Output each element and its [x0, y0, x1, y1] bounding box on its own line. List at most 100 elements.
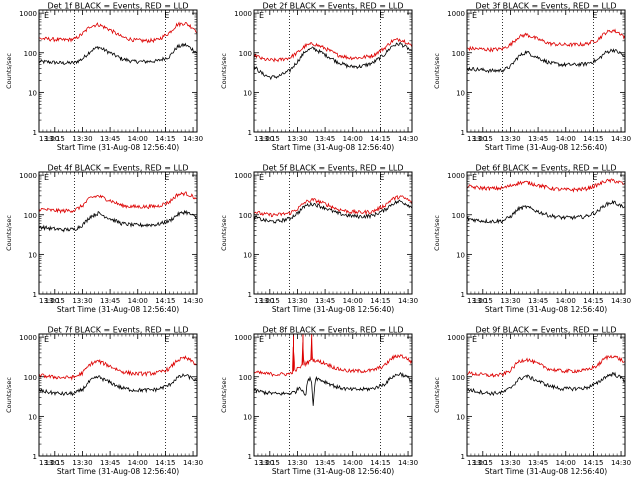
x-tick-label: 14:00	[556, 297, 576, 305]
x-tick-label: 13:00	[467, 135, 487, 143]
y-tick-label: 1	[33, 291, 37, 299]
chart-title: Det 5f BLACK = Events, RED = LLD	[262, 164, 403, 173]
series-line-events	[253, 199, 412, 224]
y-axis-label: Counts/sec	[220, 53, 228, 89]
x-tick-label: 13:30	[500, 459, 520, 467]
y-tick-label: 1	[248, 291, 252, 299]
y-axis-label: Counts/sec	[220, 215, 228, 251]
x-tick-label: 13:45	[315, 297, 335, 305]
event-marker: E	[472, 11, 477, 20]
y-axis-label: Counts/sec	[433, 53, 441, 89]
series-line-lld	[253, 194, 412, 218]
x-tick-label: 14:30	[183, 135, 203, 143]
chart-title: Det 7f BLACK = Events, RED = LLD	[47, 326, 188, 335]
x-tick-label: 13:15	[473, 459, 493, 467]
chart-title: Det 8f BLACK = Events, RED = LLD	[262, 326, 403, 335]
x-tick-label: 13:00	[467, 459, 487, 467]
y-axis-label: Counts/sec	[220, 377, 228, 413]
event-marker: E	[44, 335, 49, 344]
x-tick-label: 13:45	[528, 297, 548, 305]
x-tick-label: 13:45	[315, 135, 335, 143]
event-marker: E	[379, 11, 384, 20]
x-axis-label: Start Time (31-Aug-08 12:56:40)	[57, 467, 179, 476]
chart-title: Det 1f BLACK = Events, RED = LLD	[47, 2, 188, 11]
y-tick-label: 100	[239, 50, 252, 58]
y-tick-label: 1	[248, 129, 252, 137]
x-tick-label: 14:30	[183, 297, 203, 305]
x-axis-label: Start Time (31-Aug-08 12:56:40)	[485, 467, 607, 476]
x-tick-label: 13:30	[500, 135, 520, 143]
event-marker: E	[259, 11, 264, 20]
series-line-events	[253, 372, 412, 406]
y-tick-label: 100	[452, 374, 465, 382]
x-tick-label: 13:30	[287, 297, 307, 305]
x-tick-label: 14:00	[128, 135, 148, 143]
x-tick-label: 13:45	[100, 459, 120, 467]
series-line-events	[467, 199, 625, 225]
y-tick-label: 10	[243, 89, 252, 97]
y-tick-label: 100	[24, 374, 37, 382]
x-tick-label: 14:00	[556, 135, 576, 143]
event-marker: E	[164, 335, 169, 344]
y-tick-label: 100	[239, 212, 252, 220]
x-tick-label: 13:15	[473, 297, 493, 305]
series-line-events	[38, 42, 197, 66]
event-marker: E	[259, 335, 264, 344]
x-axis-label: Start Time (31-Aug-08 12:56:40)	[57, 143, 179, 152]
x-tick-label: 14:15	[583, 297, 603, 305]
y-tick-label: 10	[456, 251, 465, 259]
x-tick-label: 13:15	[45, 297, 65, 305]
x-tick-label: 13:00	[39, 297, 59, 305]
series-line-lld	[466, 178, 625, 193]
chart-title: Det 4f BLACK = Events, RED = LLD	[47, 164, 188, 173]
x-axis-label: Start Time (31-Aug-08 12:56:40)	[57, 305, 179, 314]
x-tick-label: 13:30	[72, 297, 92, 305]
x-axis-label: Start Time (31-Aug-08 12:56:40)	[272, 305, 394, 314]
x-tick-label: 14:15	[370, 459, 390, 467]
y-tick-label: 1000	[447, 334, 465, 342]
x-tick-label: 13:15	[45, 459, 65, 467]
chart-title: Det 2f BLACK = Events, RED = LLD	[262, 2, 403, 11]
x-tick-label: 13:15	[45, 135, 65, 143]
x-tick-label: 14:00	[343, 459, 363, 467]
x-tick-label: 13:45	[315, 459, 335, 467]
y-tick-label: 1	[33, 453, 37, 461]
x-tick-label: 14:00	[128, 459, 148, 467]
x-tick-label: 14:00	[343, 297, 363, 305]
y-axis-label: Counts/sec	[5, 377, 13, 413]
x-tick-label: 13:30	[500, 297, 520, 305]
y-tick-label: 1	[248, 453, 252, 461]
x-tick-label: 14:30	[183, 459, 203, 467]
x-tick-label: 13:45	[100, 135, 120, 143]
event-marker: E	[592, 11, 597, 20]
y-tick-label: 100	[24, 212, 37, 220]
x-tick-label: 13:45	[100, 297, 120, 305]
x-axis-label: Start Time (31-Aug-08 12:56:40)	[272, 143, 394, 152]
x-tick-label: 13:30	[287, 135, 307, 143]
y-tick-label: 1000	[447, 10, 465, 18]
y-tick-label: 1000	[19, 334, 37, 342]
y-tick-label: 10	[28, 251, 37, 259]
y-tick-label: 100	[452, 212, 465, 220]
chart-title: Det 3f BLACK = Events, RED = LLD	[475, 2, 616, 11]
y-tick-label: 100	[239, 374, 252, 382]
series-line-lld	[38, 191, 197, 215]
chart-title: Det 9f BLACK = Events, RED = LLD	[475, 326, 616, 335]
y-tick-label: 1	[33, 129, 37, 137]
series-line-lld	[38, 355, 197, 381]
series-line-lld	[38, 21, 197, 44]
x-tick-label: 13:45	[528, 459, 548, 467]
y-axis-label: Counts/sec	[5, 215, 13, 251]
x-tick-label: 13:15	[260, 135, 280, 143]
x-tick-label: 14:30	[611, 135, 631, 143]
x-tick-label: 13:00	[254, 459, 274, 467]
y-tick-label: 1	[461, 453, 465, 461]
x-tick-label: 14:30	[398, 297, 418, 305]
event-marker: E	[592, 335, 597, 344]
